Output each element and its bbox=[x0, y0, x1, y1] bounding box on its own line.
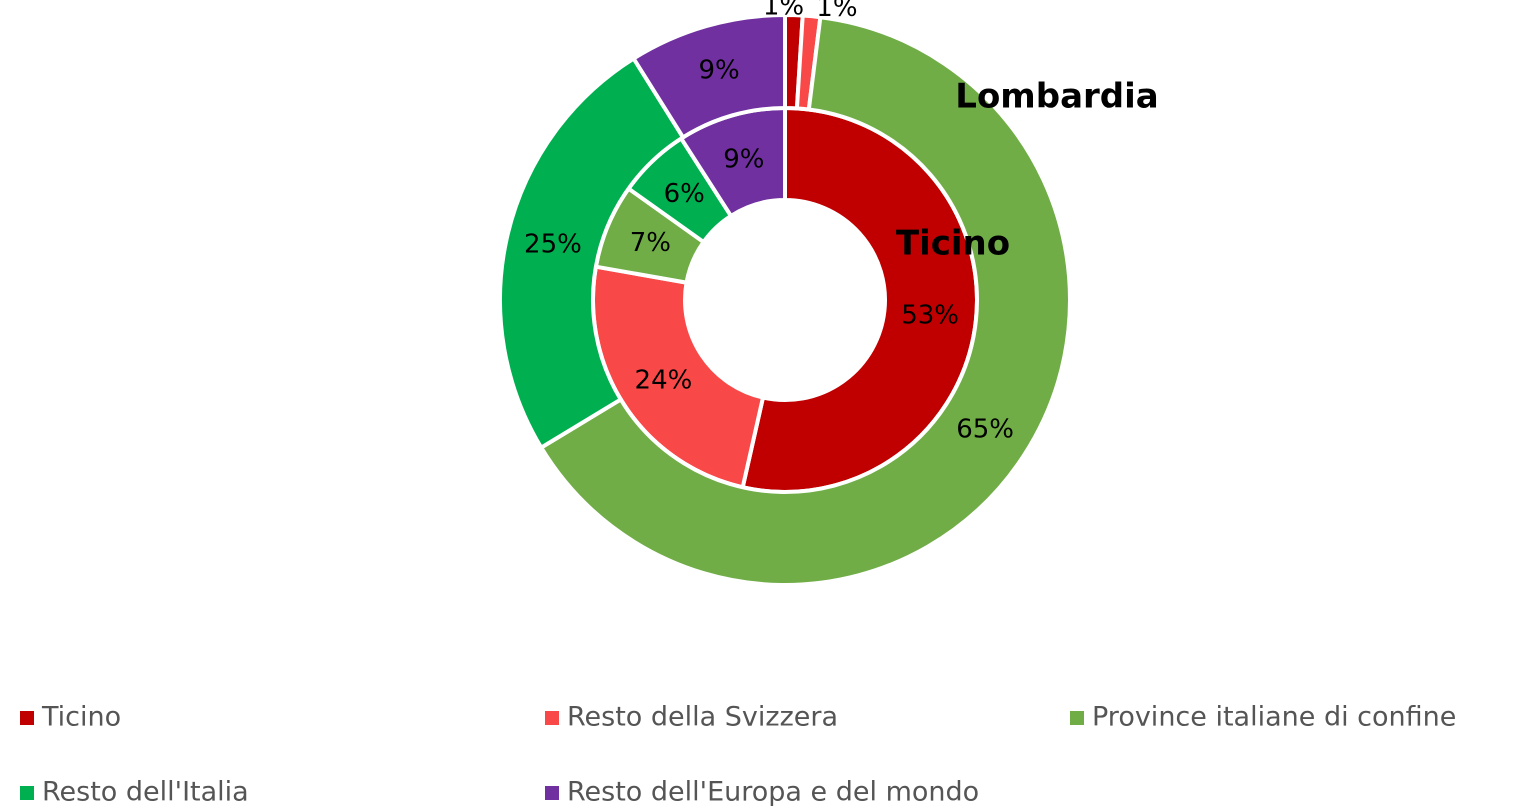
data-label: 9% bbox=[723, 144, 764, 174]
data-label: 53% bbox=[901, 301, 959, 331]
series-name: Ticino bbox=[896, 224, 1010, 264]
donut-slice bbox=[498, 55, 686, 451]
data-label: 7% bbox=[630, 228, 671, 258]
series-name: Lombardia bbox=[955, 77, 1158, 117]
legend-label: Resto dell'Italia bbox=[42, 777, 249, 808]
data-label: 25% bbox=[524, 229, 582, 259]
data-label: 24% bbox=[635, 365, 693, 395]
data-label: 6% bbox=[664, 179, 705, 209]
data-label: 1% bbox=[816, 0, 857, 23]
donut-slice bbox=[630, 12, 787, 141]
data-label: 1% bbox=[763, 0, 804, 22]
legend-label: Province italiane di confine bbox=[1092, 702, 1456, 733]
legend-label: Resto della Svizzera bbox=[567, 702, 838, 733]
donut-slice bbox=[538, 14, 1072, 587]
legend-swatch bbox=[20, 711, 34, 725]
legend-label: Ticino bbox=[41, 702, 121, 733]
legend-label: Resto dell'Europa e del mondo bbox=[567, 777, 979, 808]
legend-swatch bbox=[1070, 711, 1084, 725]
legend-swatch bbox=[545, 786, 559, 800]
legend-swatch bbox=[20, 786, 34, 800]
data-label: 65% bbox=[956, 414, 1014, 444]
legend-swatch bbox=[545, 711, 559, 725]
data-label: 9% bbox=[698, 55, 739, 85]
